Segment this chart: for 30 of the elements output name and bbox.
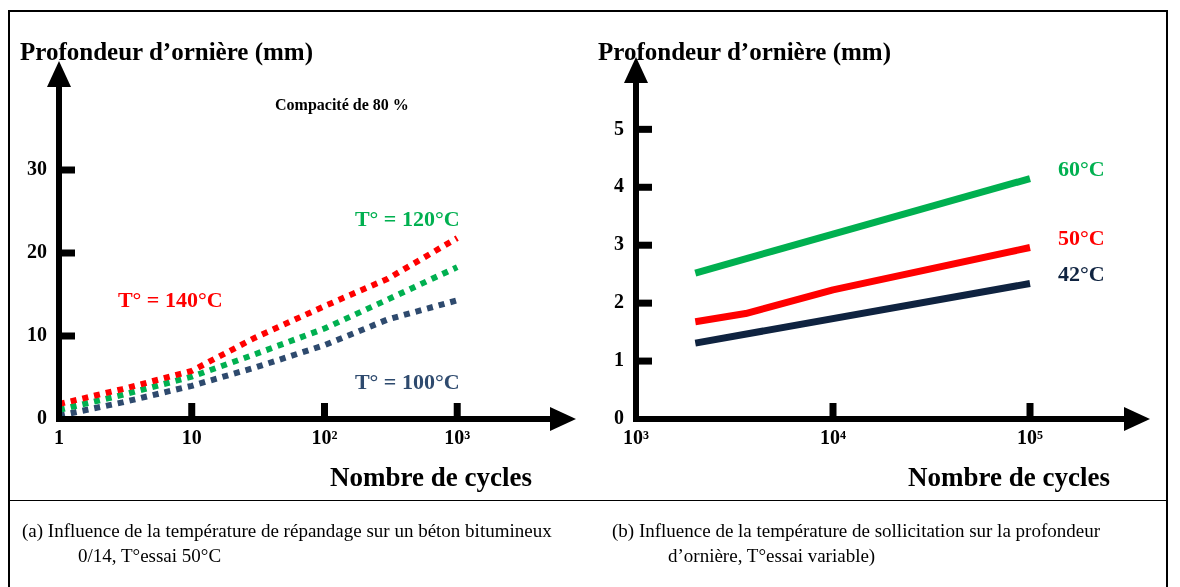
y-axis-title: Profondeur d’ornière (mm) [20,38,314,66]
x-tick-label: 1 [54,426,64,449]
series-label: 50°C [1058,225,1105,251]
y-tick-label: 3 [614,232,624,255]
y-tick-label: 30 [27,157,47,180]
x-tick-label: 10 [181,426,202,449]
y-tick-label: 2 [614,290,624,313]
series-label: T° = 120°C [354,205,460,231]
x-tick-label: 10³ [623,426,649,449]
x-axis-title: Nombre de cycles [908,462,1110,493]
y-tick-label: 20 [27,240,47,263]
x-tick-label: 10⁵ [1017,426,1044,449]
y-tick-label: 0 [614,406,624,429]
y-tick-label: 5 [614,116,624,139]
y-axis-title: Profondeur d’ornière (mm) [598,38,892,66]
series-label: T° = 100°C [354,369,460,394]
series-label: 60°C [1058,156,1105,182]
x-axis-title: Nombre de cycles [330,462,532,493]
x-tick-label: 10⁴ [820,426,846,449]
y-tick-label: 1 [614,348,624,371]
text: (b) Influence de la température de sollicitation sur la profondeur d’ornière, T°essai variable) [612,519,1101,568]
series-label: 42°C [1058,261,1105,287]
x-tick-label: 10³ [444,426,471,449]
y-tick-label: 4 [614,174,624,197]
text: (a) Influence de la température de répandage sur un béton bitumineux 0/14, T°essai 50°C [22,519,553,568]
x-tick-label: 10² [311,426,338,449]
y-tick-label: 10 [27,323,47,346]
series-label: T° = 140°C [117,286,223,312]
annotation: Compacité de 80 % [275,96,409,114]
y-tick-label: 0 [37,406,47,429]
